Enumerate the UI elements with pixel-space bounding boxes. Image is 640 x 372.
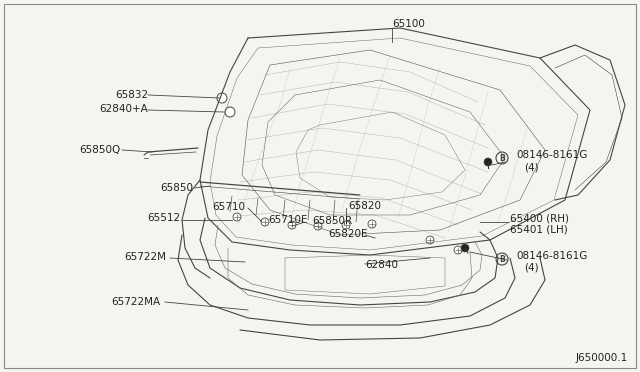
Text: 65722M: 65722M — [124, 252, 166, 262]
Circle shape — [225, 107, 235, 117]
Circle shape — [461, 244, 469, 252]
Text: 65820E: 65820E — [328, 229, 367, 239]
Text: B: B — [499, 154, 505, 163]
Text: 65832: 65832 — [115, 90, 148, 100]
Text: 65400 (RH): 65400 (RH) — [510, 213, 569, 223]
Circle shape — [426, 236, 434, 244]
Text: 65850: 65850 — [160, 183, 193, 193]
Text: 65512: 65512 — [147, 213, 180, 223]
Text: 08146-8161G: 08146-8161G — [516, 251, 588, 261]
Circle shape — [484, 158, 492, 166]
Circle shape — [368, 220, 376, 228]
Text: 65710: 65710 — [212, 202, 245, 212]
Text: 08146-8161G: 08146-8161G — [516, 150, 588, 160]
Circle shape — [288, 221, 296, 229]
Text: 62840+A: 62840+A — [99, 104, 148, 114]
Circle shape — [314, 222, 322, 230]
Circle shape — [342, 221, 350, 229]
Text: J650000.1: J650000.1 — [576, 353, 628, 363]
Circle shape — [454, 246, 462, 254]
Circle shape — [261, 218, 269, 226]
Text: 62840: 62840 — [365, 260, 398, 270]
Text: 65710E: 65710E — [268, 215, 307, 225]
Text: (4): (4) — [524, 263, 539, 273]
Text: 65820: 65820 — [348, 201, 381, 211]
Text: 65722MA: 65722MA — [111, 297, 160, 307]
Circle shape — [217, 93, 227, 103]
Text: 65401 (LH): 65401 (LH) — [510, 224, 568, 234]
Text: 65850R: 65850R — [312, 216, 352, 226]
Text: B: B — [499, 254, 505, 263]
Text: 65850Q: 65850Q — [79, 145, 120, 155]
Circle shape — [233, 213, 241, 221]
Text: (4): (4) — [524, 162, 539, 172]
Text: 65100: 65100 — [392, 19, 425, 29]
